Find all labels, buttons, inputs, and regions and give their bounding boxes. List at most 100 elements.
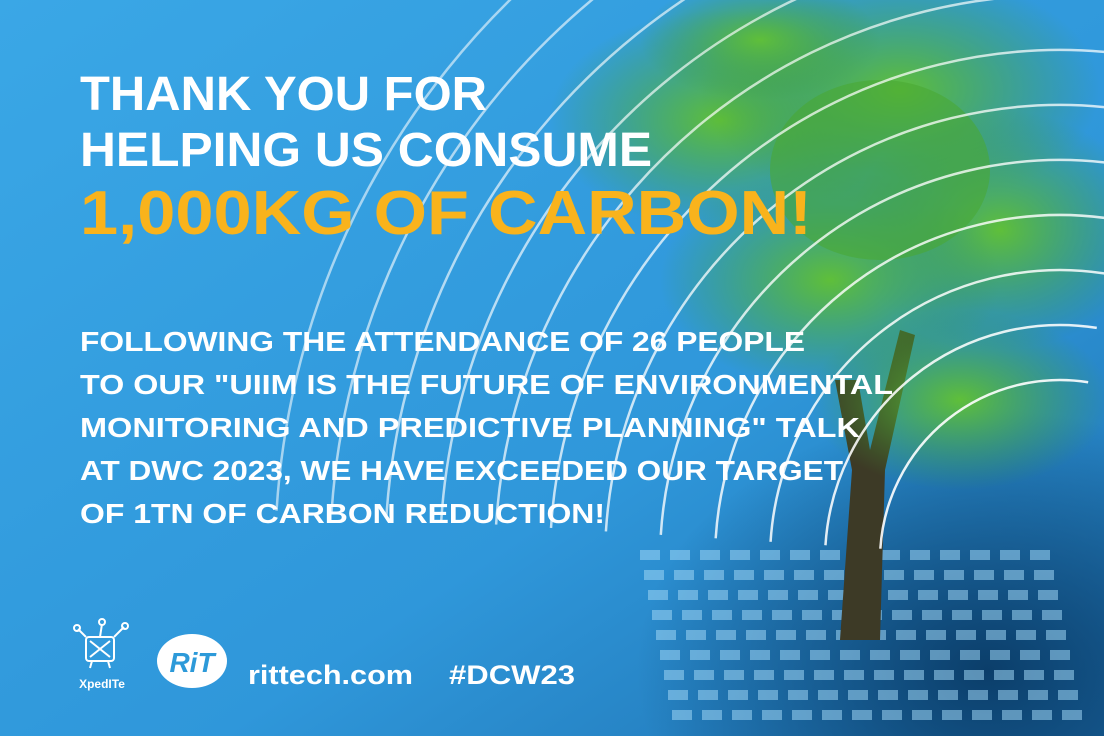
circuit-cell [982,610,1002,620]
arc [494,0,996,525]
circuit-cell [1008,590,1028,600]
circuit-cell [824,570,844,580]
body-line: OF 1TN OF CARBON REDUCTION! [80,498,605,529]
circuit-cell [670,550,690,560]
circuit-cell [1034,570,1054,580]
circuit-cell [880,550,900,560]
circuit-cell [892,610,912,620]
circuit-cell [1062,710,1082,720]
circuit-cell [760,550,780,560]
circuit-cell [1000,550,1020,560]
circuit-cell [1012,610,1032,620]
arc [549,48,1104,529]
circuit-cell [802,610,822,620]
circuit-cell [968,690,988,700]
body-line: TO OUR "UIIM IS THE FUTURE OF ENVIRONMEN… [80,369,893,400]
arc [824,323,1097,546]
circuit-cell [848,690,868,700]
circuit-cell [1050,650,1070,660]
circuit-cell [994,670,1014,680]
website: rittech.com [248,660,413,690]
circuit-grid [640,550,1082,720]
circuit-cell [882,710,902,720]
arc [659,158,1104,535]
circuit-cell [708,590,728,600]
rit-logo [157,634,227,688]
body-line: MONITORING AND PREDICTIVE PLANNING" TALK [80,412,860,443]
circuit-cell [990,650,1010,660]
circuit-cell [972,710,992,720]
circuit-cell [1046,630,1066,640]
circuit-cell [1004,570,1024,580]
circuit-cell [698,690,718,700]
circuit-cell [974,570,994,580]
circuit-cell [1028,690,1048,700]
circuit-cell [904,670,924,680]
circuit-cell [742,610,762,620]
circuit-cell [878,690,898,700]
circuit-cell [794,570,814,580]
arc [714,213,1104,539]
circuit-cell [852,710,872,720]
circuit-cell [1054,670,1074,680]
circuit-cell [798,590,818,600]
rit-logo-text: RiT [169,647,217,678]
arc [769,268,1104,542]
arc [604,103,1104,532]
circuit-cell [1058,690,1078,700]
circuit-cell [768,590,788,600]
circuit-cell [964,670,984,680]
circuit-cell [754,670,774,680]
circuit-cell [660,650,680,660]
circuit-cell [648,590,668,600]
circuit-cell [644,570,664,580]
circuit-cell [820,550,840,560]
circuit-cell [672,710,692,720]
body-line: AT DWC 2023, WE HAVE EXCEEDED OUR TARGET [80,455,843,486]
circuit-cell [780,650,800,660]
circuit-cell [912,710,932,720]
circuit-cell [900,650,920,660]
circuit-cell [668,690,688,700]
circuit-cell [948,590,968,600]
circuit-cell [664,670,684,680]
circuit-cell [1038,590,1058,600]
circuit-cell [844,670,864,680]
circuit-cell [728,690,748,700]
circuit-cell [934,670,954,680]
headline-line: THANK YOU FOR [80,68,487,121]
circuit-cell [1032,710,1052,720]
circuit-cell [818,690,838,700]
headline-highlight: 1,000KG OF CARBON! [80,179,812,248]
circuit-cell [730,550,750,560]
circuit-cell [1002,710,1022,720]
body-line: FOLLOWING THE ATTENDANCE OF 26 PEOPLE [80,326,805,357]
arc [275,0,512,511]
circuit-cell [908,690,928,700]
circuit-cell [640,550,660,560]
circuit-cell [926,630,946,640]
circuit-cell [790,550,810,560]
circuit-cell [674,570,694,580]
circuit-cell [952,610,972,620]
circuit-cell [828,590,848,600]
circuit-cell [758,690,778,700]
circuit-cell [840,650,860,660]
circuit-cell [784,670,804,680]
circuit-cell [814,670,834,680]
circuit-cell [970,550,990,560]
circuit-cell [1024,670,1044,680]
circuit-cell [686,630,706,640]
circuit-cell [1030,550,1050,560]
circuit-cell [884,570,904,580]
arc [439,0,797,522]
circuit-cell [764,570,784,580]
circuit-cell [700,550,720,560]
circuit-cell [888,590,908,600]
circuit-cell [922,610,942,620]
circuit-cell [694,670,714,680]
circuit-cell [724,670,744,680]
circuit-cell [918,590,938,600]
